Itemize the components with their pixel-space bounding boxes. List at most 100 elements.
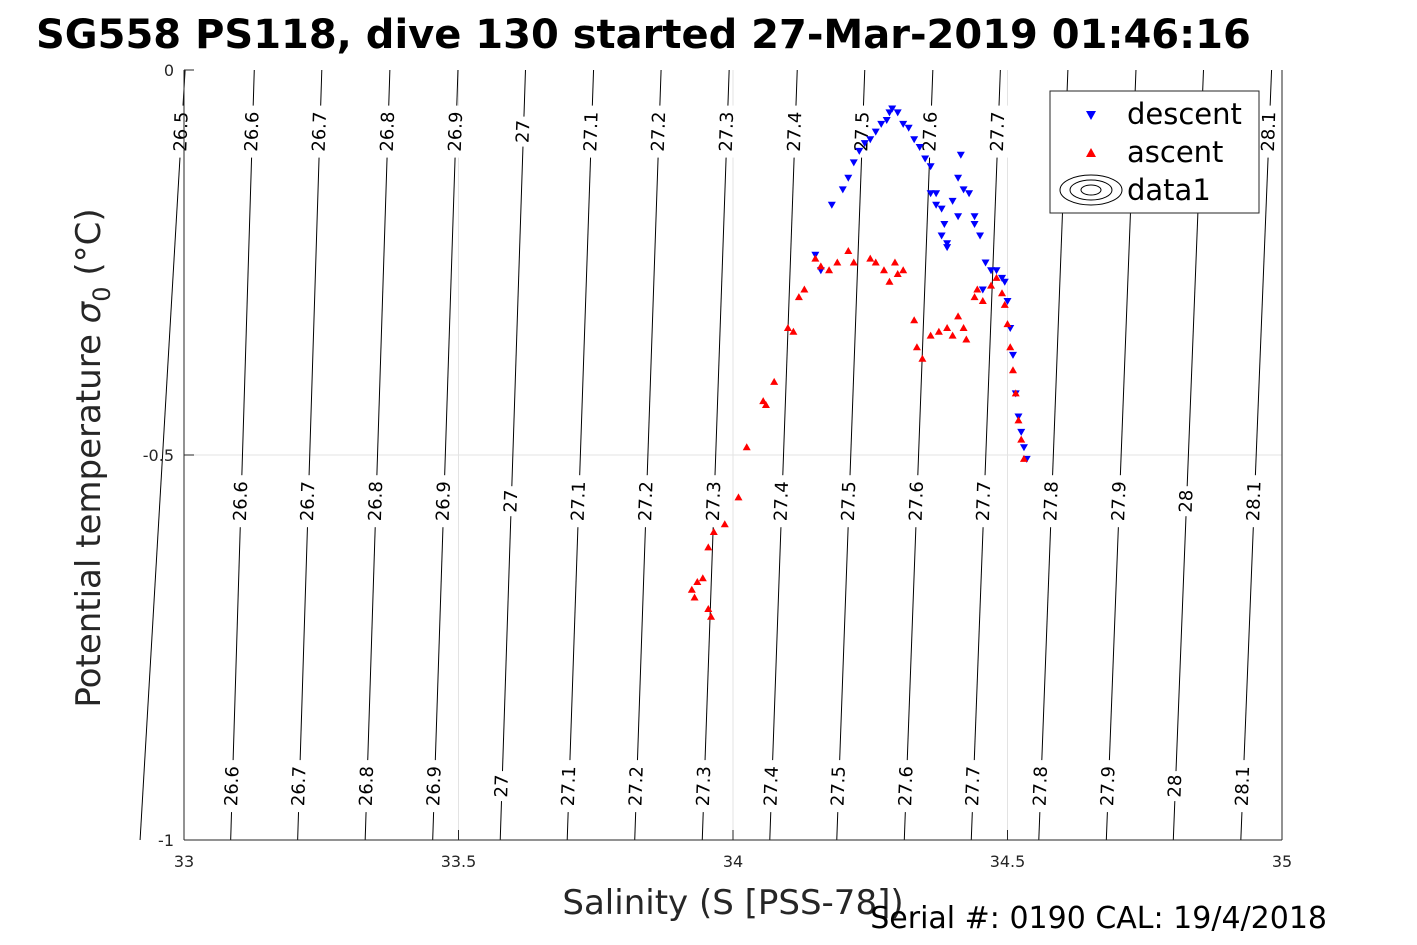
contour-label: 27 (491, 774, 513, 798)
descent-point (932, 190, 941, 198)
descent-point (932, 201, 941, 209)
contour-label: 26.8 (365, 481, 387, 522)
contour-label-bg (1097, 760, 1120, 813)
contour-label: 26.6 (241, 111, 263, 152)
contour-label-bg (1164, 771, 1187, 802)
descent-point (915, 144, 924, 151)
contour-label-bg (241, 105, 264, 158)
ascent-point (899, 266, 908, 274)
contour-line (836, 69, 866, 841)
descent-point (1000, 278, 1009, 286)
descent-point (877, 120, 886, 128)
ascent-point (844, 246, 853, 254)
contour-label: 26.7 (309, 111, 331, 152)
descent-point (987, 267, 996, 275)
ascent-point (789, 327, 798, 335)
contour-label: 28 (1176, 489, 1198, 513)
contour-line (139, 69, 186, 841)
contour-label-bg (760, 760, 783, 813)
contour-line (364, 69, 391, 841)
descent-point (926, 190, 935, 198)
contour-label-bg (567, 475, 590, 528)
serial-calibration-footer: Serial #: 0190 CAL: 19/4/2018 (870, 901, 1327, 936)
contour-label-bg (230, 475, 253, 528)
ascent-point (987, 281, 996, 289)
descent-point (1003, 298, 1012, 305)
contour-label: 28.1 (1258, 111, 1280, 152)
contour-label-bg (693, 760, 716, 813)
y-axis-label-subscript: 0 (88, 286, 116, 301)
descent-point (1017, 428, 1026, 436)
descent-point (860, 140, 869, 148)
contour-line (903, 69, 934, 841)
ascent-point (734, 493, 743, 501)
contour-line (1240, 69, 1273, 841)
ascent-point (978, 297, 987, 304)
descent-point (904, 124, 913, 132)
contour-label: 26.8 (356, 766, 378, 807)
grid-lines (184, 70, 1282, 840)
legend: descent ascent data1 (1049, 90, 1260, 214)
contour-label-bg (221, 760, 244, 813)
contour-label-bg (716, 105, 739, 158)
ascent-point (720, 520, 729, 528)
contour-label: 28.1 (1232, 766, 1254, 807)
ascent-point (1003, 320, 1012, 328)
descent-point (978, 286, 987, 294)
contour-label: 27.2 (625, 766, 647, 807)
contour-label: 27.4 (784, 111, 806, 152)
contour-label-bg (512, 116, 535, 147)
y-axis-label: Potential temperature σ0 (°C) (69, 208, 116, 707)
descent-point (849, 159, 858, 167)
contour-label: 27.4 (771, 481, 793, 522)
contour-label: 26.6 (221, 766, 243, 807)
legend-label-ascent: ascent (1127, 135, 1223, 169)
ascent-point (926, 331, 935, 339)
descent-point (899, 120, 908, 128)
ascent-point (816, 262, 825, 270)
descent-point (937, 205, 946, 213)
ascent-point (910, 316, 919, 324)
ascent-point (1019, 454, 1028, 462)
contour-label: 27.1 (580, 111, 602, 152)
contour-label-bg (432, 475, 455, 528)
ascent-point (992, 273, 1001, 281)
contour-label: 27.6 (906, 481, 928, 522)
contour-label: 27.3 (716, 111, 738, 152)
contour-label: 27.1 (568, 481, 590, 522)
descent-point (888, 105, 897, 113)
ascent-point (973, 285, 982, 293)
descent-point (882, 117, 891, 125)
descent-point (940, 221, 949, 228)
ascent-point (800, 285, 809, 293)
density-contours (139, 69, 1273, 841)
descent-point (943, 244, 952, 252)
contour-label: 27.7 (987, 111, 1009, 152)
contour-label-bg (1231, 760, 1254, 813)
ascent-point (998, 289, 1007, 297)
ascent-point (770, 377, 779, 385)
ascent-point (912, 343, 921, 351)
ascent-point (934, 327, 943, 335)
descent-point (926, 163, 935, 171)
ascent-point (794, 293, 803, 301)
contour-line (634, 69, 662, 841)
ascent-point (1000, 300, 1009, 308)
y-axis-label-text: Potential temperature (69, 334, 109, 707)
contour-label-bg (625, 760, 648, 813)
descent-point (992, 267, 1001, 275)
legend-marker-contour-icon (1059, 174, 1123, 206)
contour-label: 27.5 (838, 481, 860, 522)
contour-line (297, 69, 323, 841)
y-tick-label: -0.5 (143, 446, 174, 465)
contour-label-bg (987, 105, 1010, 158)
descent-point (937, 232, 946, 240)
contour-label: 26.7 (288, 766, 310, 807)
descent-point (921, 155, 930, 163)
contour-label: 26.9 (445, 111, 467, 152)
ascent-point (970, 293, 979, 301)
descent-point (956, 151, 965, 159)
contour-label-bg (490, 771, 513, 802)
ascent-point (866, 254, 875, 262)
